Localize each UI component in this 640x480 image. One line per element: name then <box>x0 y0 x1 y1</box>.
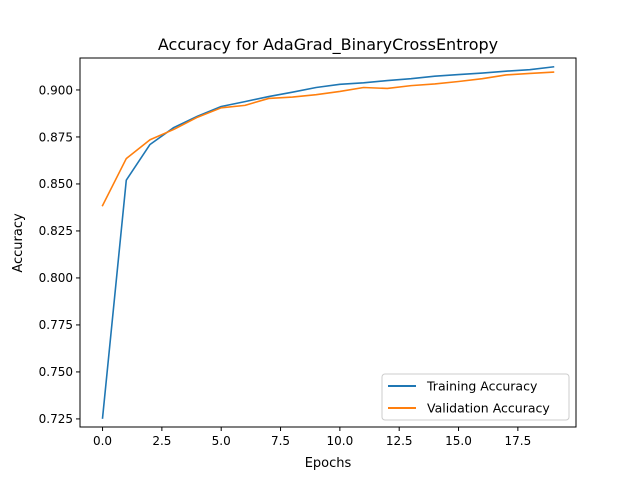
x-tick-label: 2.5 <box>152 434 171 448</box>
y-axis-label: Accuracy <box>11 213 26 273</box>
plot-frame <box>79 57 577 428</box>
legend-label-validation: Validation Accuracy <box>427 401 550 416</box>
x-tick-label: 7.5 <box>271 434 290 448</box>
legend-frame <box>381 373 570 421</box>
y-tick-label: 0.875 <box>39 130 73 144</box>
x-axis-ticks: 0.0 2.5 5.0 7.5 10.0 12.5 15.0 17.5 <box>93 427 531 448</box>
x-tick-label: 0.0 <box>93 434 112 448</box>
x-tick-label: 12.5 <box>386 434 413 448</box>
validation-accuracy-line <box>101 71 555 207</box>
x-tick-label: 10.0 <box>327 434 354 448</box>
plot-area <box>101 65 555 419</box>
y-tick-label: 0.850 <box>39 177 73 191</box>
y-axis-ticks: 0.725 0.750 0.775 0.800 0.825 0.850 0.875 0.900 <box>39 83 80 426</box>
y-tick-label: 0.900 <box>39 83 73 97</box>
training-accuracy-line <box>101 65 555 419</box>
chart-title: Accuracy for AdaGrad_BinaryCrossEntropy <box>158 35 498 55</box>
legend-label-training: Training Accuracy <box>426 379 538 394</box>
legend: Training Accuracy Validation Accuracy <box>381 373 570 421</box>
y-tick-label: 0.825 <box>39 224 73 238</box>
x-axis-label: Epochs <box>305 456 352 471</box>
y-tick-label: 0.775 <box>39 318 73 332</box>
y-tick-label: 0.750 <box>39 365 73 379</box>
y-tick-label: 0.800 <box>39 271 73 285</box>
x-tick-label: 15.0 <box>445 434 472 448</box>
x-tick-label: 5.0 <box>212 434 231 448</box>
x-tick-label: 17.5 <box>504 434 531 448</box>
y-tick-label: 0.725 <box>39 412 73 426</box>
